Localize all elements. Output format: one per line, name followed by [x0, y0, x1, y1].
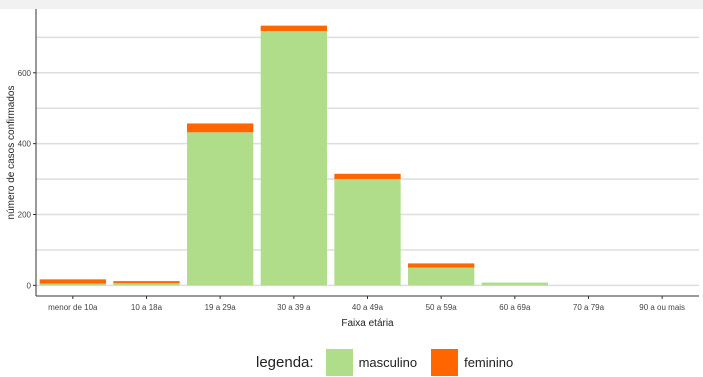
- bar-masculino: [481, 282, 548, 286]
- legend-label-masculino: masculino: [358, 354, 418, 370]
- x-axis-label: Faixa etária: [341, 318, 394, 329]
- y-tick-label: 0: [27, 281, 32, 290]
- bar-feminino: [334, 173, 401, 180]
- x-tick-label: 90 a ou mais: [639, 303, 685, 312]
- bar-masculino: [39, 283, 106, 286]
- top-strip: [0, 0, 703, 9]
- bar-chart: 0 200 400 600 menor de 10a 10 a 18a 19 a 29a 30…: [6, 9, 699, 329]
- x-tick-label: 19 a 29a: [205, 303, 237, 312]
- bar-masculino: [113, 283, 180, 286]
- bar-masculino: [408, 267, 475, 286]
- x-tick-label: 30 a 39 a: [277, 303, 311, 312]
- bar-feminino: [113, 281, 180, 284]
- y-tick-label: 400: [18, 140, 32, 149]
- legend-swatch-feminino: [431, 348, 459, 376]
- x-tick-label: menor de 10a: [48, 303, 98, 312]
- y-axis-label: número de casos confirmados: [6, 86, 17, 220]
- legend-swatch-masculino: [325, 348, 353, 376]
- x-tick-label: 10 a 18a: [131, 303, 163, 312]
- bar-feminino: [408, 263, 475, 268]
- x-tick-label: 70 a 79a: [573, 303, 605, 312]
- legend: legenda: masculino feminino: [256, 347, 521, 377]
- bar-masculino: [260, 30, 327, 286]
- bar-feminino: [39, 279, 106, 284]
- bar-masculino: [334, 179, 401, 286]
- x-tick-label: 60 a 69a: [499, 303, 531, 312]
- legend-title: legenda:: [256, 353, 314, 371]
- x-tick-label: 40 a 49a: [352, 303, 384, 312]
- x-tick-label: 50 a 59a: [426, 303, 458, 312]
- y-tick-label: 600: [18, 69, 32, 78]
- legend-label-feminino: feminino: [464, 354, 514, 370]
- bar-feminino: [260, 25, 327, 31]
- bar-feminino: [187, 123, 254, 133]
- bar-masculino: [187, 132, 254, 286]
- y-tick-label: 200: [18, 211, 32, 220]
